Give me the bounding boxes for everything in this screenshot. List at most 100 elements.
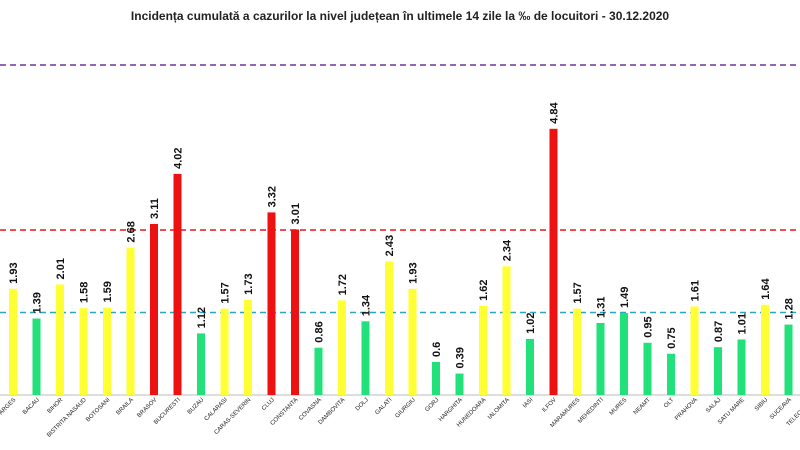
value-labels: 1.93 1.39 2.01 1.58 1.59 2.68 3.11 4.02 1.12 1.57… — [8, 102, 796, 369]
category-label-prahova: PRAHOVA — [674, 397, 699, 422]
value-label-botosani: 1.59 — [102, 281, 114, 302]
bar-constanta — [291, 229, 299, 395]
category-label-buzau: BUZAU — [187, 397, 206, 416]
value-label-olt: 0.75 — [666, 327, 678, 348]
bar-neamt — [643, 342, 652, 395]
bar-arges — [9, 288, 17, 395]
bar-mures — [620, 313, 628, 395]
value-label-sibiu: 1.64 — [760, 278, 772, 300]
category-label-neamt: NEAMT — [633, 397, 652, 416]
value-label-galati: 2.43 — [384, 235, 396, 256]
category-label-mures: MURES — [609, 397, 629, 417]
bar-buzau — [197, 333, 205, 395]
category-label-ialomita: IALOMITA — [487, 397, 511, 421]
value-label-dolj: 1.34 — [361, 294, 373, 316]
value-label-brasov: 3.11 — [149, 198, 161, 219]
category-label-bihor: BIHOR — [47, 397, 65, 415]
category-label-braila: BRAILA — [116, 397, 135, 416]
value-label-ialomita: 2.34 — [502, 239, 514, 261]
category-label-giurgiu: GIURGIU — [395, 397, 417, 419]
bar-bihor — [56, 284, 64, 395]
bar-ialomita — [502, 266, 511, 395]
category-label-bistrita-nasaud: BISTRITA NASAUD — [46, 397, 88, 439]
value-label-iasi: 1.02 — [525, 312, 537, 333]
category-label-cluj: CLUJ — [261, 397, 276, 412]
category-label-brasov: BRASOV — [136, 397, 158, 419]
bar-giurgiu — [408, 288, 417, 395]
value-label-braila: 2.68 — [126, 221, 138, 242]
bar-calarasi — [220, 308, 229, 395]
bar-bistrita-nasaud — [79, 308, 88, 395]
bar-prahova — [690, 306, 699, 395]
value-label-prahova: 1.61 — [690, 280, 702, 301]
bar-caras-severin — [244, 299, 252, 395]
bar-gorj — [432, 362, 440, 395]
bar-braila — [126, 247, 135, 395]
category-label-olt: OLT — [663, 397, 675, 409]
value-label-bihor: 2.01 — [55, 258, 67, 279]
value-label-giurgiu: 1.93 — [408, 262, 420, 283]
value-label-cluj: 3.32 — [267, 186, 279, 207]
value-label-caras-severin: 1.73 — [243, 273, 255, 294]
bar-satu-mare — [737, 339, 746, 395]
value-label-buzau: 1.12 — [196, 307, 208, 328]
value-label-bucuresti: 4.02 — [173, 147, 185, 168]
value-label-neamt: 0.95 — [643, 316, 655, 337]
bar-harghita — [455, 373, 464, 395]
value-label-harghita: 0.39 — [455, 347, 467, 368]
category-label-iasi: IASI — [522, 397, 534, 409]
value-label-salaj: 0.87 — [713, 321, 725, 342]
bar-galati — [385, 261, 393, 395]
bar-bucuresti — [173, 173, 182, 395]
category-label-bacau: BACAU — [22, 397, 41, 416]
bar-covasna — [314, 347, 323, 395]
value-label-gorj: 0.6 — [431, 342, 443, 357]
bars — [9, 128, 793, 396]
value-label-mures: 1.49 — [619, 287, 631, 308]
value-label-maramures: 1.57 — [572, 282, 584, 303]
category-label-salaj: SALAJ — [705, 397, 722, 414]
bar-botosani — [103, 307, 111, 395]
value-label-bacau: 1.39 — [32, 292, 44, 313]
category-label-ilfov: ILFOV — [541, 397, 558, 414]
value-label-hunedoara: 1.62 — [478, 279, 490, 300]
value-label-mehedinti: 1.31 — [596, 297, 608, 318]
category-label-suceava: SUCEAVA — [769, 397, 793, 421]
chart-title: Incidența cumulată a cazurilor la nivel … — [130, 9, 670, 23]
category-label-covasna: COVASNA — [298, 397, 323, 422]
value-label-constanta: 3.01 — [290, 203, 302, 224]
bar-bacau — [32, 318, 41, 395]
value-label-satu-mare: 1.01 — [737, 313, 749, 334]
bar-sibiu — [761, 304, 769, 395]
bar-ilfov — [549, 128, 558, 396]
value-label-suceava: 1.28 — [784, 298, 796, 319]
category-label-mehedinti: MEHEDINTI — [577, 397, 605, 425]
bar-mehedinti — [596, 322, 605, 395]
category-label-galati: GALATI — [374, 397, 393, 416]
category-label-sibiu: SIBIU — [754, 397, 769, 412]
value-label-arges: 1.93 — [8, 262, 20, 283]
category-label-dolj: DOLJ — [355, 397, 370, 412]
bar-dolj — [361, 321, 370, 395]
bar-brasov — [150, 223, 158, 395]
value-label-covasna: 0.86 — [314, 321, 326, 342]
bar-salaj — [714, 347, 722, 395]
bar-maramures — [573, 308, 581, 395]
category-label-botosani: BOTOSANI — [85, 397, 111, 423]
bar-iasi — [526, 338, 534, 395]
bar-olt — [667, 353, 675, 395]
value-label-bistrita-nasaud: 1.58 — [79, 282, 91, 303]
category-label-gorj: GORJ — [424, 397, 440, 413]
bar-suceava — [784, 324, 793, 395]
bar-hunedoara — [479, 305, 487, 395]
value-label-dambovita: 1.72 — [337, 274, 349, 295]
bar-dambovita — [338, 300, 346, 395]
value-label-calarasi: 1.57 — [220, 282, 232, 303]
category-label-calarasi: CALARASI — [204, 397, 229, 422]
value-label-ilfov: 4.84 — [549, 102, 561, 124]
threshold-lines — [0, 64, 800, 314]
category-label-arges: ARGES — [0, 397, 17, 416]
bar-cluj — [267, 212, 276, 395]
